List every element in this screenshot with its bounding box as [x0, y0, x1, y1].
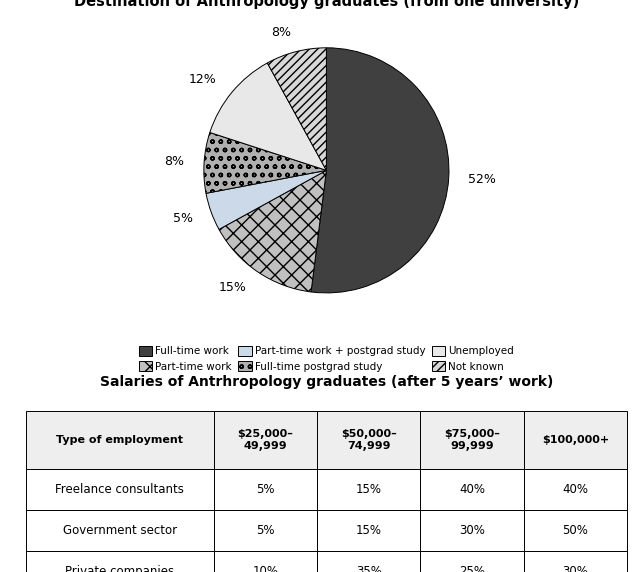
Title: Destination of Anthropology graduates (from one university): Destination of Anthropology graduates (f…: [74, 0, 579, 9]
Wedge shape: [206, 170, 326, 229]
Title: Salaries of Antrhropology graduates (after 5 years’ work): Salaries of Antrhropology graduates (aft…: [100, 375, 553, 388]
Text: 15%: 15%: [219, 281, 246, 295]
Wedge shape: [311, 48, 449, 293]
Text: 5%: 5%: [173, 212, 193, 225]
Legend: Full-time work, Part-time work, Part-time work + postgrad study, Full-time postg: Full-time work, Part-time work, Part-tim…: [136, 344, 516, 374]
Wedge shape: [210, 63, 326, 170]
Wedge shape: [204, 133, 326, 193]
Wedge shape: [219, 170, 326, 292]
Text: 8%: 8%: [164, 155, 184, 168]
Wedge shape: [268, 48, 326, 170]
Text: 8%: 8%: [271, 26, 291, 39]
Text: 52%: 52%: [468, 173, 496, 186]
Text: 12%: 12%: [189, 73, 217, 86]
